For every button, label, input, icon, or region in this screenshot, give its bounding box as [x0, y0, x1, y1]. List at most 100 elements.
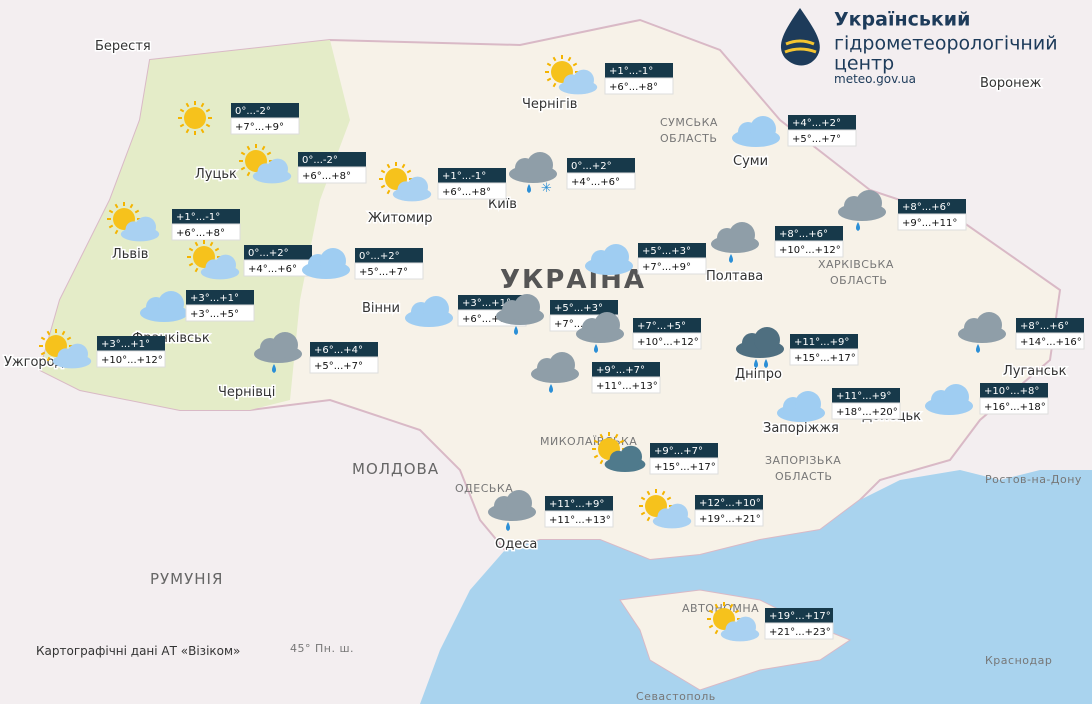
day-temp: +6°...+8° — [442, 187, 491, 198]
header-site: meteo.gov.ua — [834, 72, 916, 86]
day-box — [544, 510, 614, 528]
day-box — [566, 172, 636, 190]
sun-ray — [209, 241, 214, 247]
night-box — [438, 168, 506, 183]
sun-ray — [40, 336, 46, 341]
night-temp: +7°...+5° — [637, 321, 686, 332]
night-temp: 0°...+2° — [571, 161, 612, 172]
sun-ray — [714, 629, 719, 635]
day-temp: +16°...+18° — [984, 402, 1046, 413]
sun-ray — [406, 169, 412, 174]
sun-ray — [640, 511, 646, 516]
night-temp: +3°...+1° — [101, 339, 150, 350]
sun-ray — [194, 241, 199, 247]
sun-ray — [246, 171, 251, 177]
sun-ray — [108, 209, 114, 214]
sun-ray — [734, 609, 740, 614]
day-box — [637, 257, 707, 275]
day-box — [764, 622, 834, 640]
sun-ray — [386, 163, 391, 169]
forecast: +9°...+7° +15°...+17° — [592, 432, 719, 475]
night-temp: +12°...+10° — [699, 498, 761, 509]
day-box — [831, 402, 901, 420]
sun-ray — [200, 128, 205, 134]
place-label: Одеса — [495, 537, 537, 552]
day-temp: +19°...+21° — [699, 514, 761, 525]
night-temp: +8°...+6° — [1020, 321, 1069, 332]
night-temp: +9°...+7° — [654, 446, 703, 457]
night-box — [775, 226, 843, 241]
night-temp: +5°...+3° — [554, 303, 603, 314]
night-box — [231, 103, 299, 118]
night-temp: 0°...-2° — [235, 106, 271, 117]
rain-drop — [527, 184, 531, 193]
place-label: Київ — [488, 197, 517, 212]
place-label: Львів — [112, 247, 148, 262]
night-box — [545, 496, 613, 511]
day-temp: +4°...+6° — [248, 264, 297, 275]
sun-ray — [40, 351, 46, 356]
sun-ray — [640, 496, 646, 501]
forecast: +9°...+7° +11°...+13° — [531, 352, 661, 394]
day-temp: +5°...+7° — [314, 361, 363, 372]
cloud — [506, 490, 532, 516]
place-label: ОДЕСЬКА — [455, 482, 513, 495]
forecast: 0°...-2° +6°...+8° — [239, 144, 367, 184]
day-temp: +10°...+12° — [779, 245, 841, 256]
night-temp: 0°...-2° — [302, 155, 338, 166]
day-box — [591, 376, 661, 394]
day-temp: +6°...+8° — [176, 228, 225, 239]
sun-ray — [179, 123, 185, 128]
day-temp: +10°...+12° — [637, 337, 699, 348]
place-label: Чернівці — [218, 385, 275, 400]
night-temp: +3°...+1° — [462, 298, 511, 309]
sun-ray — [240, 151, 246, 156]
cloud — [603, 244, 629, 270]
day-temp: +5°...+7° — [792, 134, 841, 145]
sun-ray — [572, 62, 578, 67]
forecast: +3°...+1° +3°...+5° — [140, 290, 255, 322]
sun — [184, 107, 206, 129]
sun-ray — [114, 229, 119, 235]
rain-drop — [729, 254, 733, 263]
sun-ray — [214, 247, 220, 252]
header-title: гідрометеорологічний — [834, 33, 1058, 55]
day-temp: +4°...+6° — [571, 177, 620, 188]
day-temp: +7°...+9° — [554, 319, 603, 330]
forecast: +6°...+4° +5°...+7° — [254, 332, 379, 374]
sun-ray — [714, 603, 719, 609]
day-temp: +6°...+8° — [302, 171, 351, 182]
place-label: Чернігів — [522, 97, 577, 112]
forecast: +11°...+9° +15°...+17° — [736, 327, 859, 368]
sun-ray — [66, 336, 72, 341]
forecast: +8°...+6° +10°...+12° — [711, 222, 844, 263]
cloud — [67, 343, 88, 365]
day-box — [96, 350, 166, 368]
forecast: 0°...-2° +7°...+9° — [178, 101, 300, 135]
rain-drop — [856, 222, 860, 231]
day-box — [309, 356, 379, 374]
rain-drop — [764, 359, 768, 368]
night-box — [355, 248, 423, 263]
night-temp: +10°...+8° — [984, 386, 1039, 397]
day-temp: +7°...+9° — [235, 122, 284, 133]
sun-ray — [205, 123, 211, 128]
place-label: Полтава — [706, 269, 763, 284]
night-temp: +11°...+9° — [549, 499, 604, 510]
night-box — [567, 158, 635, 173]
sun-ray — [188, 262, 194, 267]
sun-ray — [619, 439, 625, 444]
day-box — [897, 213, 967, 231]
rain-drop — [976, 344, 980, 353]
day-box — [1015, 332, 1085, 350]
night-temp: +8°...+6° — [779, 229, 828, 240]
night-box — [1016, 318, 1084, 333]
day-box — [297, 166, 367, 184]
day-temp: +6°...+8° — [609, 82, 658, 93]
place-label: МОЛДОВА — [352, 460, 439, 478]
cloud — [272, 332, 298, 358]
night-box — [186, 290, 254, 305]
place-label: ХАРКІВСЬКА — [818, 258, 894, 271]
day-box — [437, 182, 507, 200]
